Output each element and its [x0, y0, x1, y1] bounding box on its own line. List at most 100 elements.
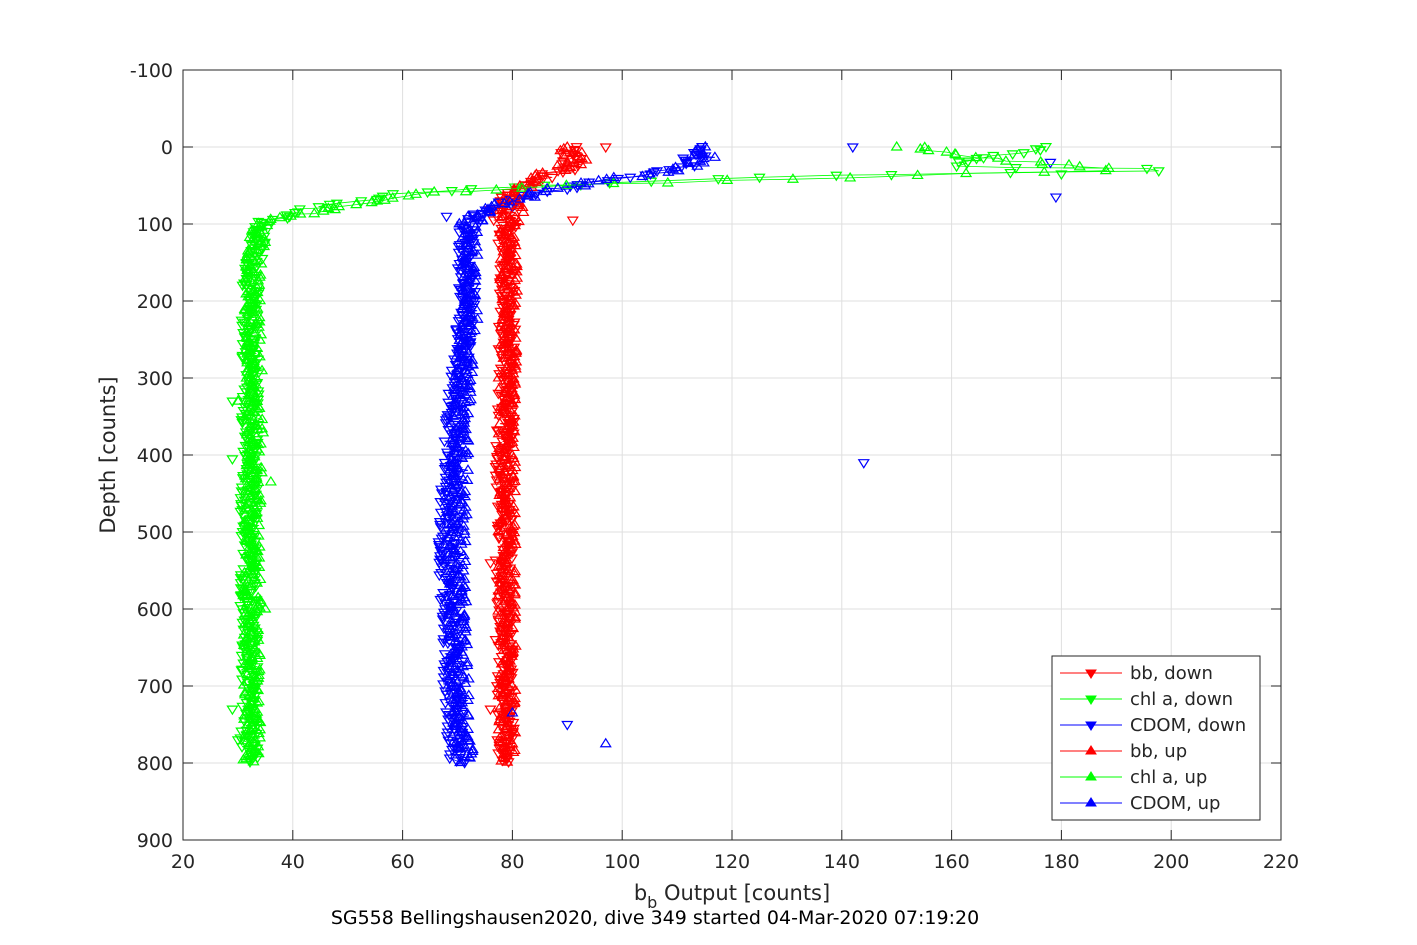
data-point — [506, 397, 520, 408]
data-point — [496, 716, 509, 727]
data-point — [443, 627, 456, 638]
data-point — [503, 246, 517, 257]
data-point — [497, 245, 510, 256]
data-point — [497, 541, 510, 552]
data-point — [250, 372, 263, 382]
data-point — [461, 257, 474, 268]
data-point — [496, 468, 509, 478]
data-point — [500, 438, 514, 449]
data-point — [498, 724, 511, 735]
data-point — [445, 372, 458, 383]
data-point — [509, 267, 522, 278]
data-point — [446, 550, 459, 561]
data-point — [607, 171, 620, 182]
data-point — [470, 211, 483, 222]
data-point — [322, 202, 335, 212]
data-point — [493, 702, 506, 713]
data-point — [536, 166, 549, 177]
data-point — [580, 153, 593, 164]
data-point — [449, 681, 462, 692]
data-point — [242, 263, 255, 274]
data-point — [240, 752, 253, 763]
data-point — [443, 630, 457, 641]
data-point — [457, 503, 471, 514]
data-point — [463, 751, 477, 762]
data-point — [241, 675, 254, 686]
data-point — [490, 452, 504, 463]
data-point — [439, 482, 452, 493]
data-point — [461, 474, 474, 485]
data-point — [241, 332, 254, 343]
axis-ticks: 20 40 60 80 100 120 140 160 180 200 220 -100 0 100 200… — [130, 60, 1299, 873]
data-point — [240, 548, 253, 559]
data-point — [251, 684, 265, 695]
data-point — [455, 722, 468, 733]
data-point — [372, 194, 386, 205]
outlier-point — [259, 602, 272, 613]
data-point — [506, 432, 519, 442]
data-point — [508, 588, 521, 599]
outlier-point — [599, 737, 612, 748]
data-point — [1034, 146, 1047, 157]
x-tick-label: 160 — [933, 851, 969, 873]
data-point — [503, 501, 517, 512]
data-point — [468, 324, 481, 335]
data-point — [240, 251, 253, 261]
data-point — [294, 207, 307, 218]
data-point — [246, 239, 259, 250]
data-point — [252, 695, 265, 706]
legend-marker — [1085, 797, 1097, 807]
data-point — [444, 491, 457, 501]
data-point — [462, 447, 475, 458]
data-point — [476, 214, 489, 225]
data-point — [255, 466, 268, 477]
legend: bb, down chl a, down CDOM, down bb, up chl a… — [1051, 655, 1261, 821]
data-point — [498, 548, 511, 559]
data-point — [494, 608, 507, 619]
data-point — [386, 192, 399, 202]
data-point — [494, 573, 507, 584]
outlier-point — [226, 397, 239, 408]
data-point — [691, 160, 704, 170]
data-point — [455, 582, 468, 593]
data-point — [433, 558, 446, 569]
data-point — [830, 171, 843, 182]
data-point — [238, 304, 251, 315]
data-point — [557, 149, 570, 160]
data-point — [454, 273, 467, 283]
data-point — [509, 611, 522, 621]
data-point — [245, 224, 259, 234]
data-point — [246, 384, 259, 394]
data-point — [1006, 150, 1019, 161]
outlier-point — [506, 706, 519, 717]
data-point — [465, 246, 478, 257]
data-point — [914, 142, 927, 153]
y-tick-label: 900 — [137, 830, 173, 852]
data-point — [495, 754, 508, 765]
data-point — [454, 533, 467, 544]
data-point — [450, 757, 463, 768]
data-point — [502, 369, 516, 380]
data-point — [507, 389, 521, 400]
data-point — [497, 643, 511, 654]
data-point — [496, 639, 509, 650]
data-point — [509, 332, 522, 342]
data-point — [494, 473, 507, 484]
data-point — [237, 639, 250, 649]
data-point — [496, 207, 509, 218]
data-point — [499, 259, 513, 270]
data-point — [507, 475, 520, 486]
data-point — [447, 428, 461, 439]
data-point — [554, 144, 567, 155]
x-tick-label: 220 — [1263, 851, 1299, 873]
data-point — [496, 629, 509, 640]
data-point — [456, 446, 469, 457]
data-point — [437, 638, 450, 649]
data-point — [456, 422, 470, 433]
data-point — [332, 200, 346, 211]
data-point — [436, 612, 449, 623]
data-point — [451, 442, 464, 453]
data-point — [492, 560, 505, 571]
legend-entry: bb, up — [1060, 741, 1187, 762]
data-point — [247, 323, 260, 333]
